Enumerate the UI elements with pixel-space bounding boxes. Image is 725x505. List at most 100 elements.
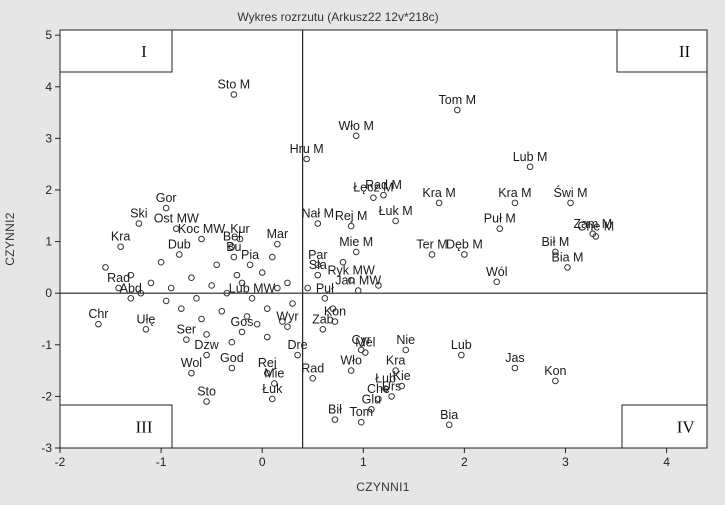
quadrant-box xyxy=(59,29,173,73)
data-point xyxy=(592,233,600,240)
data-point xyxy=(263,305,271,312)
data-point xyxy=(253,320,261,328)
data-point xyxy=(445,421,453,429)
data-point xyxy=(294,351,301,359)
data-point xyxy=(263,333,271,341)
y-tick-label: 4 xyxy=(45,80,52,94)
data-point-label: Sto M xyxy=(218,78,251,92)
data-point xyxy=(223,289,231,297)
y-tick-label: 3 xyxy=(45,131,52,145)
data-point-label: Bu xyxy=(226,240,241,254)
data-point xyxy=(526,163,534,171)
data-point xyxy=(268,395,276,403)
data-point-label: Urs xyxy=(382,379,401,393)
data-point-label: Wło xyxy=(340,354,362,368)
data-point xyxy=(392,367,399,374)
data-point-label: Ser xyxy=(177,323,196,337)
data-point xyxy=(511,364,519,372)
y-tick-label: -1 xyxy=(41,338,52,352)
data-point xyxy=(203,351,210,359)
data-point xyxy=(274,240,281,248)
data-point-label: Rad xyxy=(301,361,324,375)
data-point-label: Ost MW xyxy=(154,212,199,226)
data-point xyxy=(142,326,150,333)
data-point xyxy=(233,271,241,279)
data-point-label: Dzw xyxy=(194,338,219,352)
data-point xyxy=(352,132,360,140)
data-point xyxy=(284,279,291,287)
data-point xyxy=(564,264,571,271)
quadrant-label: IV xyxy=(677,418,696,437)
data-point xyxy=(198,315,205,323)
data-point xyxy=(188,274,195,282)
data-point xyxy=(289,300,296,307)
data-point-label: Pia xyxy=(241,248,259,262)
x-tick-label: 4 xyxy=(663,455,670,469)
data-point xyxy=(162,204,170,212)
quadrant-box xyxy=(616,29,708,73)
data-point xyxy=(157,258,165,266)
data-point xyxy=(493,278,501,286)
data-point xyxy=(362,349,369,356)
data-point-label: Świ M xyxy=(554,185,588,200)
data-point-label: Ryk MW xyxy=(328,263,375,277)
data-point xyxy=(263,369,271,377)
data-point-label: Dre xyxy=(287,338,307,352)
y-tick-label: 5 xyxy=(45,28,52,42)
data-point xyxy=(329,305,337,312)
data-point-label: Jas xyxy=(505,351,524,365)
data-point-label: Lub MW xyxy=(229,281,276,295)
data-point-label: Cyr xyxy=(352,333,371,347)
data-point xyxy=(248,295,256,302)
data-point-label: Hru M xyxy=(290,142,324,156)
data-point-label: Gos xyxy=(231,315,254,329)
x-tick-label: 0 xyxy=(259,455,266,469)
data-point-label: Kra xyxy=(111,230,131,244)
data-point xyxy=(370,194,377,202)
data-point-label: Ułę xyxy=(137,312,156,326)
data-point xyxy=(198,235,205,243)
data-point xyxy=(284,323,291,331)
x-tick-label: -2 xyxy=(55,455,66,469)
data-point xyxy=(398,382,405,390)
data-point xyxy=(496,225,504,232)
data-point-label: Kra M xyxy=(422,186,455,200)
data-point xyxy=(183,336,190,343)
data-point xyxy=(388,393,395,400)
data-point xyxy=(368,405,375,413)
data-point xyxy=(321,295,329,302)
data-point-label: Abd xyxy=(120,281,142,295)
data-point-label: Rej xyxy=(258,356,277,370)
data-point-label: Rej M xyxy=(335,209,368,223)
data-point-label: Puł M xyxy=(484,212,516,226)
x-tick-label: 3 xyxy=(562,455,569,469)
data-point-label: Che xyxy=(367,382,390,396)
data-point xyxy=(552,248,559,256)
data-point-label: Kie xyxy=(393,369,411,383)
data-point-label: Mar xyxy=(267,227,289,241)
data-point xyxy=(258,269,266,276)
data-point xyxy=(552,377,559,385)
data-point xyxy=(347,367,355,374)
data-point-label: Wol xyxy=(181,356,202,370)
data-point xyxy=(238,279,246,287)
data-point xyxy=(279,318,286,325)
data-point-label: Kra xyxy=(386,354,406,368)
data-point xyxy=(167,284,175,292)
data-point xyxy=(392,217,399,225)
data-point xyxy=(228,338,236,346)
data-point-label: Zam M xyxy=(573,217,612,231)
quadrant-label: III xyxy=(136,418,153,437)
x-tick-label: -1 xyxy=(156,455,167,469)
data-point-label: Łuk M xyxy=(379,204,413,218)
data-point-label: Sła xyxy=(309,258,327,272)
data-point-label: Bia M xyxy=(552,250,584,264)
data-point xyxy=(208,282,215,289)
data-point-label: Che M xyxy=(577,219,614,233)
data-point-label: Rad M xyxy=(365,178,402,192)
data-point xyxy=(357,418,365,426)
data-point xyxy=(162,297,170,305)
data-point-label: Dub xyxy=(168,237,191,251)
